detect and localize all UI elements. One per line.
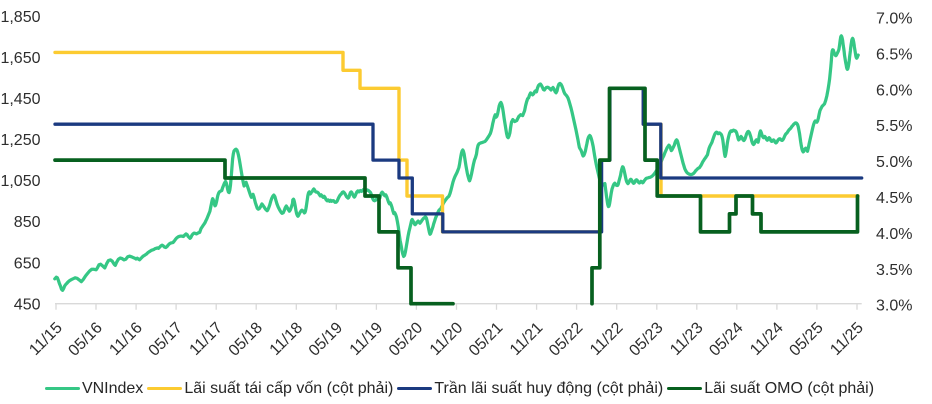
svg-text:1,250: 1,250 <box>0 132 40 149</box>
svg-text:5.5%: 5.5% <box>876 118 912 135</box>
svg-text:6.0%: 6.0% <box>876 82 912 99</box>
svg-text:850: 850 <box>14 214 41 231</box>
svg-text:1,650: 1,650 <box>0 50 40 67</box>
svg-text:6.5%: 6.5% <box>876 46 912 63</box>
svg-text:4.0%: 4.0% <box>876 226 912 243</box>
svg-text:1,450: 1,450 <box>0 91 40 108</box>
svg-text:1,050: 1,050 <box>0 173 40 190</box>
svg-text:4.5%: 4.5% <box>876 190 912 207</box>
svg-text:1,850: 1,850 <box>0 9 40 26</box>
svg-text:7.0%: 7.0% <box>876 11 912 28</box>
svg-text:5.0%: 5.0% <box>876 154 912 171</box>
svg-text:3.0%: 3.0% <box>876 298 912 315</box>
svg-text:3.5%: 3.5% <box>876 262 912 279</box>
svg-text:450: 450 <box>14 296 41 313</box>
svg-text:650: 650 <box>14 255 41 272</box>
